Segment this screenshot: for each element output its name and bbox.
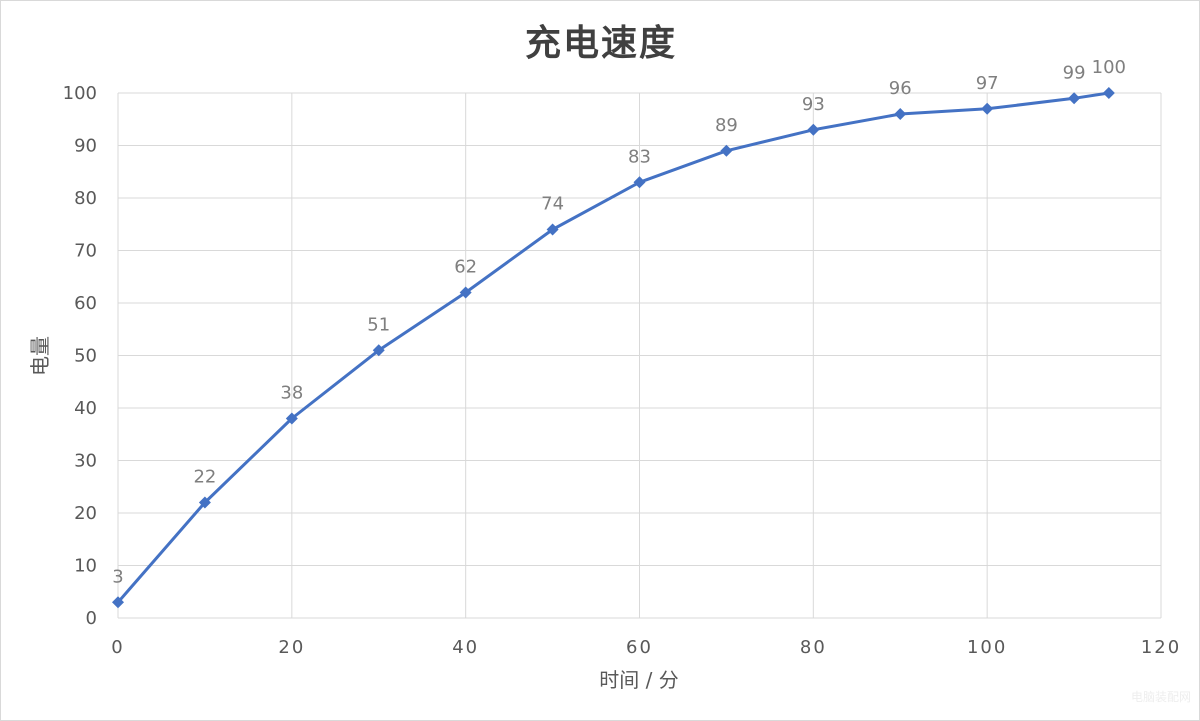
y-tick-label: 50 xyxy=(74,346,97,367)
y-tick-label: 0 xyxy=(86,608,97,629)
data-point-marker xyxy=(546,223,559,236)
data-point-marker xyxy=(1068,92,1081,105)
data-label: 22 xyxy=(193,467,216,488)
y-axis-label: 电量 xyxy=(28,336,52,376)
gridlines xyxy=(117,92,1162,619)
data-markers xyxy=(112,87,1115,609)
x-tick-label: 120 xyxy=(1141,637,1181,658)
data-point-marker xyxy=(112,596,124,609)
x-tick-label: 20 xyxy=(278,637,305,658)
x-tick-label: 80 xyxy=(800,637,827,658)
data-labels: 3 22 38 51 62 74 83 89 93 96 97 99 100 xyxy=(112,57,1126,587)
data-label: 51 xyxy=(367,314,390,335)
data-point-marker xyxy=(981,102,994,115)
chart-title: 充电速度 xyxy=(525,23,677,64)
data-label: 3 xyxy=(112,566,123,587)
data-point-marker xyxy=(1102,87,1115,99)
x-tick-label: 0 xyxy=(111,637,124,658)
y-axis-ticks: 0 10 20 30 40 50 60 70 80 90 100 xyxy=(63,83,97,629)
y-tick-label: 70 xyxy=(74,241,97,262)
x-tick-label: 60 xyxy=(626,637,653,658)
data-label: 83 xyxy=(628,146,651,167)
data-label: 97 xyxy=(976,73,999,94)
data-label: 100 xyxy=(1092,57,1126,78)
data-label: 74 xyxy=(541,194,564,215)
x-tick-label: 100 xyxy=(967,637,1007,658)
data-point-marker xyxy=(372,344,385,357)
x-axis-label: 时间 / 分 xyxy=(599,668,678,692)
data-label: 62 xyxy=(454,257,477,278)
data-point-marker xyxy=(633,176,646,189)
data-point-marker xyxy=(720,144,733,157)
y-tick-label: 10 xyxy=(74,556,97,577)
watermark: 电脑装配网 xyxy=(1131,690,1191,704)
data-label: 96 xyxy=(889,78,912,99)
y-tick-label: 90 xyxy=(74,136,97,157)
data-label: 99 xyxy=(1063,62,1086,83)
data-label: 38 xyxy=(280,383,303,404)
data-point-marker xyxy=(198,496,211,509)
data-label: 89 xyxy=(715,115,738,136)
y-tick-label: 80 xyxy=(74,188,97,209)
data-point-marker xyxy=(807,123,820,136)
data-point-marker xyxy=(894,108,907,120)
y-tick-label: 30 xyxy=(74,451,97,472)
series-line xyxy=(116,91,1110,604)
y-tick-label: 20 xyxy=(74,503,97,524)
data-point-marker xyxy=(285,412,298,425)
y-tick-label: 40 xyxy=(74,398,97,419)
x-axis-ticks: 0 20 40 60 80 100 120 xyxy=(111,637,1181,658)
x-tick-label: 40 xyxy=(452,637,479,658)
y-tick-label: 60 xyxy=(74,293,97,314)
data-label: 93 xyxy=(802,94,825,115)
y-tick-label: 100 xyxy=(63,83,97,104)
data-point-marker xyxy=(459,286,472,299)
